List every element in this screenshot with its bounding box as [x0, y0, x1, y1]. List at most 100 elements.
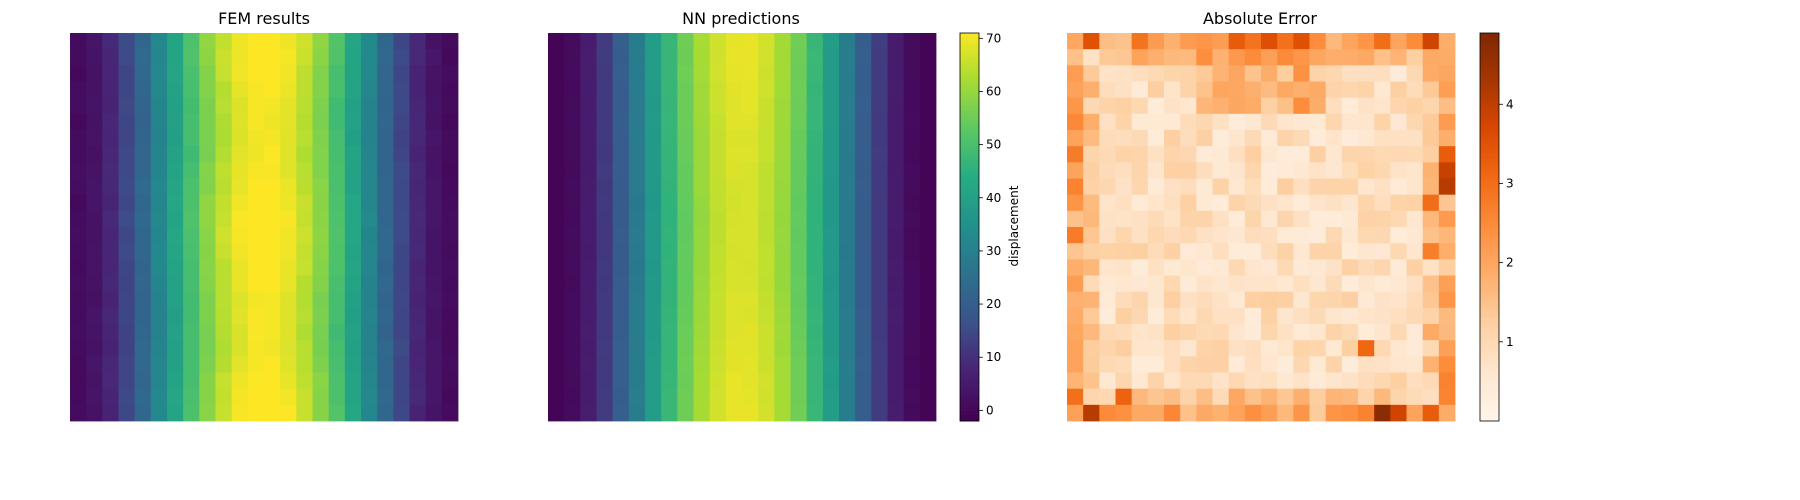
heatmap-cell	[264, 307, 281, 325]
heatmap-cell	[1180, 340, 1197, 357]
heatmap-cell	[822, 356, 840, 373]
heatmap-cell	[1131, 113, 1149, 131]
colorbar-gradient-step	[960, 191, 979, 196]
heatmap-cell	[903, 243, 921, 260]
colorbar-gradient-step	[1480, 391, 1499, 396]
heatmap-cell	[1228, 81, 1246, 99]
colorbar-gradient-step	[1480, 366, 1499, 370]
heatmap-cell	[742, 324, 759, 341]
colorbar-gradient-step	[960, 136, 979, 141]
heatmap-cell	[742, 227, 759, 244]
heatmap-cell	[167, 356, 184, 373]
heatmap-cell	[677, 162, 694, 179]
heatmap-cell	[564, 259, 581, 276]
heatmap-cell	[344, 307, 362, 325]
heatmap-cell	[183, 194, 200, 212]
heatmap-cell	[580, 194, 597, 212]
colorbar-gradient-step	[960, 75, 979, 79]
heatmap-cell	[709, 130, 727, 147]
heatmap-cell	[871, 259, 888, 276]
heatmap-cell	[361, 291, 378, 309]
heatmap-cell	[661, 97, 678, 115]
heatmap-cell	[377, 227, 394, 244]
heatmap-cell	[628, 340, 646, 357]
heatmap-cell	[1164, 291, 1181, 309]
heatmap-cell	[1131, 307, 1149, 325]
heatmap-cell	[790, 97, 808, 115]
heatmap-cell	[1374, 113, 1391, 131]
colorbar-gradient-step	[960, 97, 979, 102]
colorbar-gradient-step	[960, 275, 979, 280]
heatmap-cell	[312, 404, 330, 422]
heatmap-cell	[86, 259, 103, 276]
heatmap-cell	[441, 243, 459, 260]
heatmap-cell	[903, 113, 921, 131]
colorbar-gradient-step	[960, 272, 979, 276]
heatmap-cell	[183, 130, 200, 147]
heatmap-cell	[183, 81, 200, 99]
heatmap-cell	[1358, 227, 1375, 244]
colorbar-gradient-step	[1480, 356, 1499, 361]
heatmap-cell	[1099, 130, 1116, 147]
heatmap-cell	[312, 356, 330, 373]
heatmap-cell	[247, 113, 265, 131]
heatmap-cell	[806, 113, 824, 131]
heatmap-cell	[1438, 113, 1456, 131]
heatmap-cell	[903, 388, 921, 406]
heatmap-cell	[377, 194, 394, 212]
heatmap-cell	[1374, 146, 1391, 163]
heatmap-cell	[247, 404, 265, 422]
colorbar-gradient-step	[1480, 395, 1499, 399]
heatmap-cell	[1390, 227, 1407, 244]
heatmap-cell	[280, 372, 297, 390]
heatmap-cell	[1196, 259, 1213, 276]
heatmap-cell	[1099, 356, 1116, 373]
heatmap-cell	[1358, 97, 1375, 115]
heatmap-cell	[822, 49, 840, 66]
heatmap-cell	[70, 210, 87, 228]
colorbar-gradient-step	[1480, 301, 1499, 306]
heatmap-cell	[231, 372, 249, 390]
heatmap-cell	[409, 243, 427, 260]
colorbar-gradient-step	[1480, 120, 1499, 125]
heatmap-cell	[199, 49, 216, 66]
heatmap-cell	[596, 178, 614, 196]
heatmap-cell	[839, 81, 856, 99]
heatmap-cell	[1406, 372, 1424, 390]
heatmap-cell	[709, 81, 727, 99]
heatmap-cell	[1164, 113, 1181, 131]
heatmap-cell	[86, 291, 103, 309]
heatmap-cell	[280, 49, 297, 66]
heatmap-cell	[215, 259, 233, 276]
heatmap-cell	[150, 162, 168, 179]
heatmap-cell	[1083, 259, 1100, 276]
heatmap-cell	[1164, 340, 1181, 357]
heatmap-cell	[725, 81, 743, 99]
heatmap-cell	[215, 243, 233, 260]
heatmap-cell	[231, 146, 249, 163]
heatmap-cell	[806, 81, 824, 99]
heatmap-cell	[1406, 227, 1424, 244]
heatmap-cell	[393, 81, 410, 99]
heatmap-cell	[361, 227, 378, 244]
heatmap-cell	[167, 388, 184, 406]
heatmap-cell	[1196, 243, 1213, 260]
heatmap-cell	[774, 146, 791, 163]
heatmap-cell	[280, 324, 297, 341]
heatmap-cell	[1212, 210, 1230, 228]
heatmap-cell	[86, 404, 103, 422]
heatmap-cell	[709, 291, 727, 309]
heatmap-cell	[1293, 324, 1310, 341]
heatmap-cell	[1422, 65, 1440, 82]
heatmap-cell	[1374, 307, 1391, 325]
heatmap-cell	[409, 97, 427, 115]
heatmap-cell	[1164, 146, 1181, 163]
heatmap-cell	[70, 259, 87, 276]
heatmap-cell	[167, 404, 184, 422]
colorbar-gradient-step	[960, 81, 979, 86]
heatmap-cell	[118, 178, 136, 196]
heatmap-cell	[1067, 113, 1084, 131]
heatmap-cell	[758, 113, 775, 131]
heatmap-cell	[628, 307, 646, 325]
